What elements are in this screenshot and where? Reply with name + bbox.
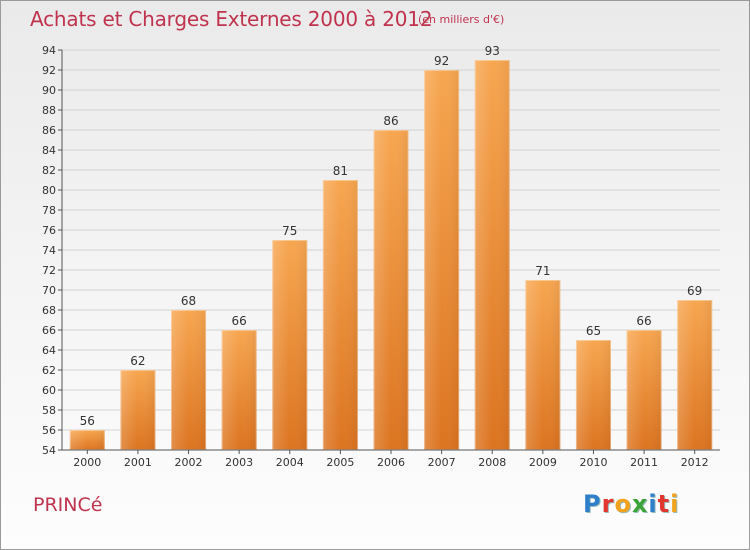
- bar-2004: [272, 240, 308, 450]
- y-tick-label: 64: [42, 344, 56, 357]
- bars: [69, 60, 713, 450]
- bar-shine: [525, 280, 561, 450]
- bar-shine: [575, 340, 611, 450]
- y-tick-label: 76: [42, 224, 56, 237]
- bar-2005: [322, 180, 358, 450]
- data-label: 66: [636, 314, 651, 328]
- x-tick-label: 2000: [73, 456, 101, 469]
- proxiti-logo: Proxiti: [583, 490, 679, 518]
- data-label: 66: [232, 314, 247, 328]
- x-tick-label: 2011: [630, 456, 658, 469]
- y-tick-label: 74: [42, 244, 56, 257]
- commune-name: PRINCé: [33, 494, 103, 516]
- bar-2000: [69, 430, 105, 450]
- logo-letter: P: [583, 490, 602, 518]
- y-axis-ticks: 54 56 58 60 62 64 66 68 70 72 74 76 78 80 82 84 86 88 90 92…: [42, 44, 62, 457]
- bar-2001: [120, 370, 156, 450]
- data-label: 86: [383, 114, 398, 128]
- data-label: 65: [586, 324, 601, 338]
- bar-2006: [373, 130, 409, 450]
- bar-2008: [474, 60, 510, 450]
- data-label: 92: [434, 54, 449, 68]
- y-tick-label: 60: [42, 384, 56, 397]
- bar-shine: [474, 60, 510, 450]
- logo-letter: t: [657, 490, 671, 518]
- logo-letter: x: [631, 490, 649, 518]
- bar-2007: [424, 70, 460, 450]
- y-tick-label: 66: [42, 324, 56, 337]
- y-tick-label: 68: [42, 304, 56, 317]
- bar-shine: [322, 180, 358, 450]
- chart-title: Achats et Charges Externes 2000 à 2012: [30, 7, 433, 31]
- logo-letter: i: [648, 490, 658, 518]
- y-tick-label: 88: [42, 104, 56, 117]
- y-tick-label: 92: [42, 64, 56, 77]
- data-label: 81: [333, 164, 348, 178]
- bar-shine: [120, 370, 156, 450]
- x-tick-label: 2003: [225, 456, 253, 469]
- bar-2012: [677, 300, 713, 450]
- bar-shine: [626, 330, 662, 450]
- x-tick-label: 2006: [377, 456, 405, 469]
- data-label: 56: [80, 414, 95, 428]
- y-tick-label: 86: [42, 124, 56, 137]
- y-tick-label: 82: [42, 164, 56, 177]
- x-tick-label: 2001: [124, 456, 152, 469]
- y-tick-label: 78: [42, 204, 56, 217]
- logo-letter: i: [670, 490, 680, 518]
- data-label: 75: [282, 224, 297, 238]
- y-tick-label: 94: [42, 44, 56, 57]
- y-tick-label: 72: [42, 264, 56, 277]
- data-label: 62: [130, 354, 145, 368]
- bar-shine: [69, 430, 105, 450]
- data-label: 93: [485, 44, 500, 58]
- bar-shine: [221, 330, 257, 450]
- x-tick-label: 2008: [478, 456, 506, 469]
- bar-shine: [171, 310, 207, 450]
- data-label: 71: [535, 264, 550, 278]
- y-tick-label: 58: [42, 404, 56, 417]
- y-tick-label: 62: [42, 364, 56, 377]
- data-label: 68: [181, 294, 196, 308]
- bar-shine: [272, 240, 308, 450]
- logo-letter: r: [601, 490, 615, 518]
- y-tick-label: 84: [42, 144, 56, 157]
- x-tick-label: 2002: [175, 456, 203, 469]
- y-tick-label: 90: [42, 84, 56, 97]
- y-tick-label: 70: [42, 284, 56, 297]
- bar-shine: [373, 130, 409, 450]
- x-tick-label: 2004: [276, 456, 304, 469]
- bar-2011: [626, 330, 662, 450]
- bar-shine: [424, 70, 460, 450]
- bar-2002: [171, 310, 207, 450]
- x-tick-label: 2007: [428, 456, 456, 469]
- bar-2003: [221, 330, 257, 450]
- y-tick-label: 56: [42, 424, 56, 437]
- x-tick-label: 2005: [326, 456, 354, 469]
- bar-shine: [677, 300, 713, 450]
- y-tick-label: 80: [42, 184, 56, 197]
- chart-subtitle: (en milliers d'€): [418, 13, 505, 26]
- x-tick-label: 2009: [529, 456, 557, 469]
- bar-2009: [525, 280, 561, 450]
- x-axis-ticks: 2000 2001 2002 2003 2004 2005 2006 2007 2008 2009…: [73, 450, 709, 469]
- bar-2010: [575, 340, 611, 450]
- data-label: 69: [687, 284, 702, 298]
- data-labels: 56 62 68 66 75 81 86 92 93 71 65 66 69: [80, 44, 703, 428]
- x-tick-label: 2012: [681, 456, 709, 469]
- x-tick-label: 2010: [579, 456, 607, 469]
- y-tick-label: 54: [42, 444, 56, 457]
- logo-letter: o: [614, 490, 632, 518]
